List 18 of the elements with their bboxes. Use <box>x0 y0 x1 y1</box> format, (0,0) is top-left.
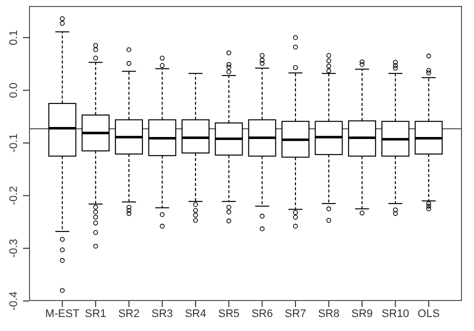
y-tick-label: -0.4 <box>8 292 20 310</box>
y-tick-label: -0.1 <box>8 133 20 152</box>
y-tick-label: -0.2 <box>8 186 20 206</box>
x-tick-label: SR9 <box>351 308 373 320</box>
x-tick-label: SR7 <box>284 308 306 320</box>
y-tick-label: 0.1 <box>8 30 20 46</box>
x-tick-label: SR4 <box>184 308 206 320</box>
x-tick-label: SR5 <box>218 308 240 320</box>
y-tick-label: -0.3 <box>8 238 20 258</box>
x-tick-label: SR3 <box>152 308 173 320</box>
x-tick-label: OLS <box>418 308 440 320</box>
x-tick-label: SR6 <box>251 308 273 320</box>
x-tick-label: M-EST <box>45 308 80 320</box>
x-tick-label: SR10 <box>382 308 410 320</box>
x-tick-label: SR1 <box>84 308 106 320</box>
x-tick-label: SR2 <box>118 308 140 320</box>
x-tick-label: SR8 <box>318 308 340 320</box>
y-tick-label: 0.0 <box>8 82 20 98</box>
